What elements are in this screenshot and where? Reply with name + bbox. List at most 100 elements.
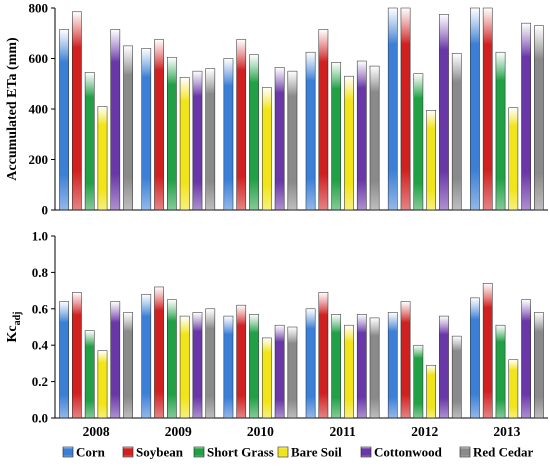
bar-short-grass-2012 [413,73,424,211]
bar-bare-soil-2011 [344,324,354,419]
bar-cottonwood-2013 [521,22,531,211]
bar-bare-soil-2009 [179,315,190,419]
bar-soybean-2011 [318,292,329,419]
bar-short-grass-2010 [249,314,259,419]
bar-cottonwood-2012 [439,315,449,419]
bar-soybean-2013 [482,7,493,211]
bar-corn-2010 [223,58,234,211]
bar-soybean-2012 [400,7,411,211]
bar-cottonwood-2010 [274,324,285,419]
bar-cottonwood-2009 [192,70,203,211]
bar-short-grass-2010 [249,54,259,211]
bar-bare-soil-2009 [179,77,190,211]
bar-cottonwood-2011 [356,314,367,419]
legend-label: Cottonwood [374,445,443,460]
legend-item-soybean: Soybean [122,445,184,460]
x-tick-label: 2013 [493,424,520,439]
bar-bare-soil-2013 [508,359,519,419]
bar-short-grass-2012 [413,344,424,419]
bar-short-grass-2013 [495,324,506,419]
bar-soybean-2009 [154,39,164,211]
bar-bare-soil-2010 [261,337,272,419]
bar-corn-2008 [59,301,69,419]
bar-corn-2012 [387,7,398,211]
bar-soybean-2009 [154,286,164,419]
bar-cottonwood-2013 [521,299,531,419]
bar-soybean-2008 [72,11,82,211]
bar-short-grass-2013 [495,51,506,211]
bar-corn-2013 [470,7,480,211]
x-category-labels: 2008 2009 2010 2011 2012 2013 [83,424,521,439]
bar-cottonwood-2011 [356,60,367,211]
bar-bare-soil-2011 [344,75,354,211]
legend: Corn Soybean Short Grass Bare Soil Cottonwoo… [62,445,534,460]
bar-short-grass-2011 [331,62,342,211]
legend-item-cottonwood: Cottonwood [360,445,443,460]
bar-bare-soil-2008 [97,350,108,419]
y-tick-label: 1.0 [32,229,48,244]
legend-swatch [62,446,74,458]
bar-cottonwood-2008 [110,301,121,419]
bar-short-grass-2011 [331,314,342,419]
y-tick-label: 0.0 [32,411,48,426]
y-tick-label: 0.8 [32,265,49,280]
bar-red-cedar-2010 [287,70,298,211]
bar-bare-soil-2010 [261,87,272,211]
legend-item-bare-soil: Bare Soil [277,445,342,460]
legend-swatch [193,446,205,458]
bar-red-cedar-2012 [451,53,462,211]
bar-red-cedar-2008 [123,312,133,419]
bar-corn-2009 [141,293,152,419]
y-tick-label: 600 [29,51,49,66]
bar-cottonwood-2009 [192,312,203,419]
bar-red-cedar-2013 [534,25,544,211]
bar-red-cedar-2010 [287,326,298,419]
y-axis-label: Accumulated ETa (mm) [5,37,20,181]
bar-soybean-2013 [482,283,493,419]
bar-red-cedar-2009 [205,68,216,211]
bar-bare-soil-2012 [426,110,436,211]
y-tick-label: 0.2 [32,374,48,389]
bar-cottonwood-2008 [110,29,121,211]
legend-item-corn: Corn [62,445,106,460]
x-tick-label: 2009 [165,424,192,439]
bar-red-cedar-2008 [123,45,133,211]
panel-accumulated-eta: 0 200 400 600 800 Accumulated ETa (mm) [5,1,548,218]
bar-red-cedar-2012 [451,335,462,419]
bar-cottonwood-2012 [439,14,449,211]
panel-kc-adj: 0.0 0.2 0.4 0.6 0.8 1.0 Kcadj [5,229,548,426]
bar-short-grass-2009 [167,56,177,211]
legend-label: Short Grass [207,445,274,460]
bar-red-cedar-2013 [534,312,544,419]
x-tick-label: 2011 [329,424,356,439]
legend-item-short-grass: Short Grass [193,445,274,460]
legend-swatch [122,446,134,458]
bar-corn-2011 [305,308,316,419]
bar-short-grass-2009 [167,299,177,419]
bar-soybean-2011 [318,29,329,211]
bar-soybean-2010 [236,304,247,419]
bar-bare-soil-2012 [426,364,436,419]
y-tick-label: 0.6 [32,301,49,316]
bar-bare-soil-2013 [508,107,519,211]
legend-swatch [459,446,471,458]
bar-bare-soil-2008 [97,106,108,211]
y-tick-label: 200 [29,152,49,167]
bar-corn-2008 [59,29,69,211]
y-tick-label: 0 [42,203,49,218]
y-tick-label: 400 [29,102,49,117]
bar-soybean-2010 [236,39,247,211]
bar-soybean-2008 [72,292,82,419]
legend-swatch [360,446,372,458]
bar-corn-2010 [223,315,234,419]
legend-label: Corn [76,445,106,460]
bar-short-grass-2008 [84,330,95,419]
legend-label: Bare Soil [291,445,342,460]
x-tick-label: 2010 [247,424,274,439]
bar-corn-2009 [141,48,152,211]
legend-swatch [277,446,289,458]
y-tick-label: 0.4 [32,338,49,353]
x-tick-label: 2012 [411,424,438,439]
bar-corn-2013 [470,297,480,419]
